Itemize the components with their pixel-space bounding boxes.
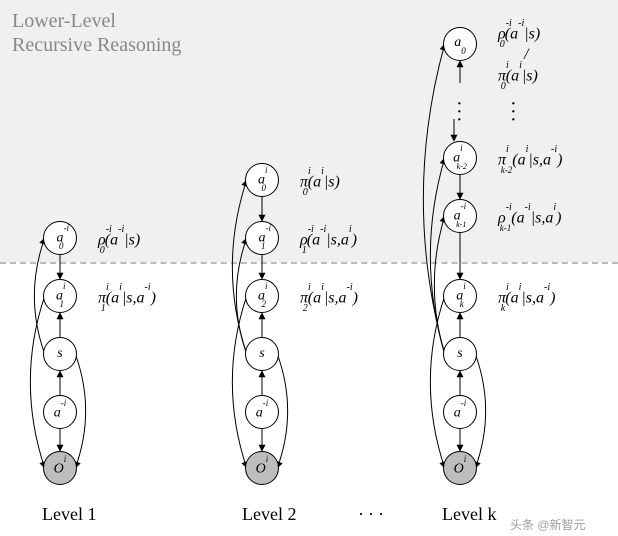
formula-lk_ak2: πik-2(ai|s,a-i) <box>498 150 562 171</box>
node-lk_aneg: a-i <box>443 395 477 429</box>
vdots2-levelk: ··· <box>456 100 463 124</box>
node-l2_O: Oi <box>245 451 279 485</box>
node-l1_a1i: ai1 <box>43 279 77 313</box>
vdots-levelk: ··· <box>510 100 517 124</box>
header-line-1: Lower-Level <box>12 10 116 33</box>
node-lk_ak2: aik-2 <box>443 141 477 175</box>
formula-l2_a0i: πi0(ai|s) <box>300 172 340 194</box>
node-l2_s: s <box>245 337 279 371</box>
node-lk_aki: aik <box>443 279 477 313</box>
level-1-label: Level 1 <box>42 504 96 525</box>
level-ellipsis: ··· <box>358 504 388 525</box>
node-l2_a2i: ai2 <box>245 279 279 313</box>
header-line-2: Recursive Reasoning <box>12 34 181 57</box>
watermark: 头条 @新智元 <box>510 516 586 533</box>
formula-l1_a0neg: ρ-i0(a-i|s) <box>98 230 140 252</box>
node-lk_a0: a0 <box>443 27 477 61</box>
dashed-divider <box>0 262 618 264</box>
formula-lk_aki: πik(ai|s,a-i) <box>498 288 555 310</box>
node-l1_aneg: a-i <box>43 395 77 429</box>
node-l1_O: Oi <box>43 451 77 485</box>
formula-lk_ak1neg: ρ-ik-1(a-i|s,ai) <box>498 208 561 229</box>
node-l1_a0neg: a-i0 <box>43 221 77 255</box>
level-2-label: Level 2 <box>242 504 296 525</box>
formula-l2_a2i: πi2(ai|s,a-i) <box>300 288 358 310</box>
top-formula-levelk-2: πi0(ai|s) <box>498 66 538 88</box>
top-formula-levelk-0: ρ-i0(a-i|s) <box>498 24 540 46</box>
node-l2_aneg: a-i <box>245 395 279 429</box>
node-l1_s: s <box>43 337 77 371</box>
node-lk_O: Oi <box>443 451 477 485</box>
node-l2_a0i: ai0 <box>245 163 279 197</box>
formula-l2_a1neg: ρ-i1(a-i|s,ai) <box>300 230 357 252</box>
formula-l1_a1i: πi1(ai|s,a-i) <box>98 288 156 310</box>
level-k-label: Level k <box>442 504 496 525</box>
node-lk_s: s <box>443 337 477 371</box>
node-lk_ak1neg: a-ik-1 <box>443 199 477 233</box>
node-l2_a1neg: a-i1 <box>245 221 279 255</box>
top-formula-levelk-1: / <box>524 46 528 64</box>
